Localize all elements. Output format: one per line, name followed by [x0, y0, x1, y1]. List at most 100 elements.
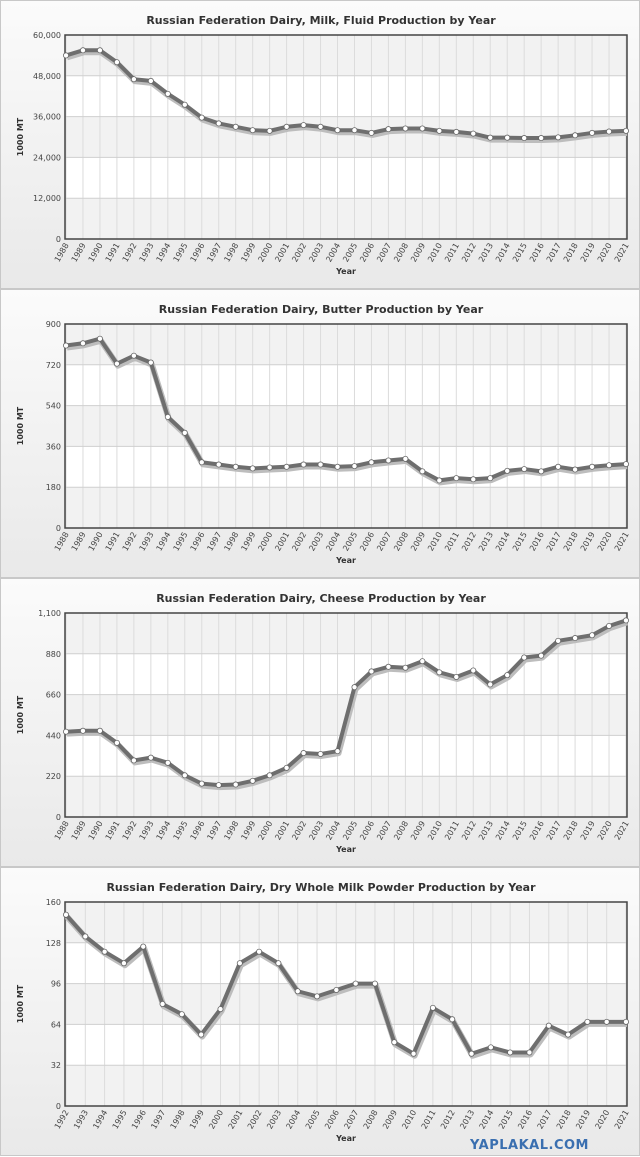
data-point — [181, 772, 188, 779]
plot-band — [65, 902, 627, 943]
x-tick-label: 1994 — [91, 1109, 109, 1131]
x-tick-label: 2019 — [579, 820, 597, 842]
x-tick-label: 1991 — [104, 242, 122, 264]
data-point — [113, 739, 120, 746]
data-point — [419, 125, 426, 132]
data-point — [232, 123, 239, 130]
data-point — [317, 461, 324, 468]
data-point — [623, 461, 630, 468]
x-tick-label: 1992 — [121, 242, 139, 264]
data-point — [300, 750, 307, 757]
x-tick-label: 2001 — [273, 531, 291, 553]
x-tick-label: 1994 — [155, 531, 173, 553]
x-tick-label: 1997 — [205, 242, 223, 264]
y-tick-label: 0 — [56, 524, 61, 533]
x-tick-label: 2016 — [528, 242, 546, 264]
data-point — [623, 617, 630, 624]
data-point — [215, 120, 222, 127]
data-point — [368, 129, 375, 136]
data-point — [504, 672, 511, 679]
x-tick-label: 2005 — [341, 531, 359, 553]
x-tick-label: 2003 — [307, 242, 325, 264]
y-axis-label: 1000 MT — [16, 984, 25, 1023]
x-tick-label: 1999 — [239, 242, 257, 264]
y-tick-label: 220 — [46, 772, 61, 781]
data-point — [334, 127, 341, 134]
y-tick-label: 1,100 — [38, 609, 61, 618]
x-tick-label: 2021 — [613, 1109, 631, 1131]
data-point — [147, 77, 154, 84]
data-point — [589, 129, 596, 136]
x-tick-label: 2007 — [375, 242, 393, 264]
y-tick-label: 24,000 — [33, 153, 61, 162]
data-point — [317, 750, 324, 757]
x-tick-label: 2020 — [596, 531, 614, 553]
x-tick-label: 2001 — [273, 242, 291, 264]
data-point — [63, 728, 70, 735]
x-tick-label: 2009 — [409, 531, 427, 553]
data-point — [623, 127, 630, 134]
x-tick-label: 2002 — [290, 242, 308, 264]
data-point — [334, 463, 341, 470]
x-tick-label: 1993 — [138, 242, 156, 264]
data-point — [470, 130, 477, 137]
x-tick-label: 1992 — [121, 820, 139, 842]
data-point — [164, 90, 171, 97]
data-point — [453, 128, 460, 135]
series-line — [65, 336, 627, 483]
data-point — [275, 960, 282, 967]
x-tick-label: 2008 — [392, 820, 410, 842]
y-tick-label: 180 — [46, 483, 61, 492]
x-tick-label: 2015 — [511, 531, 529, 553]
x-tick-label: 2004 — [324, 820, 342, 842]
x-tick-label: 1995 — [172, 242, 190, 264]
x-tick-label: 2020 — [596, 242, 614, 264]
data-point — [147, 359, 154, 366]
y-tick-label: 880 — [46, 650, 61, 659]
data-point — [419, 468, 426, 475]
data-point — [589, 463, 596, 470]
plot-frame — [64, 34, 628, 240]
chart-panel-cheese: Russian Federation Dairy, Cheese Product… — [0, 578, 640, 867]
x-tick-label: 2001 — [273, 820, 291, 842]
data-point — [96, 47, 103, 54]
data-point — [487, 475, 494, 482]
x-tick-label: 1999 — [239, 531, 257, 553]
series-line — [65, 618, 627, 788]
data-point — [521, 466, 528, 473]
data-point — [419, 658, 426, 665]
x-tick-label: 2017 — [545, 820, 563, 842]
data-point — [159, 1000, 166, 1007]
y-tick-label: 0 — [56, 1102, 61, 1111]
x-tick-label: 1994 — [155, 242, 173, 264]
data-point — [470, 667, 477, 674]
data-point — [101, 948, 108, 955]
data-point — [113, 59, 120, 66]
x-tick-label: 2000 — [256, 820, 274, 842]
chart-panel-milk-powder: Russian Federation Dairy, Dry Whole Milk… — [0, 867, 640, 1156]
data-point — [130, 757, 137, 764]
y-tick-label: 48,000 — [33, 72, 61, 81]
x-tick-label: 2006 — [358, 531, 376, 553]
x-tick-label: 2009 — [409, 820, 427, 842]
y-tick-label: 64 — [51, 1020, 61, 1029]
data-point — [96, 335, 103, 342]
data-point — [555, 637, 562, 644]
data-point — [436, 669, 443, 676]
data-point — [283, 463, 290, 470]
x-tick-label: 2018 — [555, 1109, 573, 1131]
data-point — [572, 635, 579, 642]
data-point — [487, 681, 494, 688]
data-point — [147, 754, 154, 761]
data-point — [181, 429, 188, 436]
x-tick-label: 2006 — [323, 1109, 341, 1131]
data-point — [449, 1016, 456, 1023]
x-tick-label: 1992 — [121, 531, 139, 553]
data-point — [538, 652, 545, 659]
plot-frame — [64, 901, 628, 1107]
x-tick-label: 2008 — [392, 531, 410, 553]
data-point — [603, 1018, 610, 1025]
plot-frame — [64, 323, 628, 529]
x-tick-label: 2000 — [256, 531, 274, 553]
series-line — [65, 48, 627, 141]
